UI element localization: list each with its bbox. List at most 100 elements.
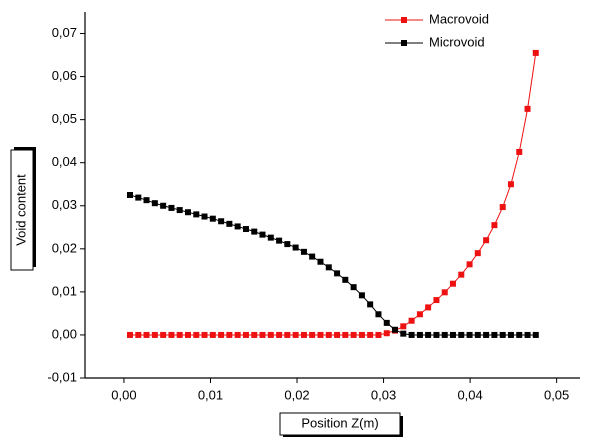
x-tick-label: 0,04 — [457, 387, 482, 402]
legend-label: Microvoid — [429, 34, 485, 49]
marker — [259, 231, 266, 238]
y-tick-label: 0,07 — [52, 25, 77, 40]
marker — [416, 311, 423, 318]
x-tick-label: 0,02 — [284, 387, 309, 402]
marker — [218, 218, 225, 225]
marker — [383, 330, 390, 337]
y-axis-label: Void content — [13, 174, 28, 246]
marker — [383, 319, 390, 326]
y-axis-label-box: Void content — [10, 147, 36, 271]
marker — [499, 204, 506, 211]
marker — [292, 331, 299, 338]
marker — [242, 331, 249, 338]
marker — [234, 223, 241, 230]
marker — [176, 331, 183, 338]
marker — [391, 326, 398, 333]
marker — [507, 331, 514, 338]
marker — [143, 197, 150, 204]
marker — [267, 331, 274, 338]
marker — [284, 241, 291, 248]
marker — [516, 331, 523, 338]
marker — [425, 304, 432, 311]
marker — [532, 49, 539, 56]
marker — [226, 220, 233, 227]
marker — [160, 331, 167, 338]
marker — [334, 331, 341, 338]
marker — [160, 202, 167, 209]
marker — [516, 148, 523, 155]
marker — [276, 237, 283, 244]
marker — [168, 331, 175, 338]
marker — [151, 200, 158, 207]
marker — [367, 331, 374, 338]
marker — [209, 215, 216, 222]
marker — [127, 331, 133, 338]
marker — [251, 331, 258, 338]
marker — [375, 331, 382, 338]
series-line — [129, 194, 536, 336]
series-line — [130, 52, 537, 336]
label-frame — [279, 412, 401, 436]
marker — [325, 331, 332, 338]
marker — [466, 331, 473, 338]
marker — [300, 331, 307, 338]
marker — [127, 192, 133, 198]
marker — [184, 209, 191, 216]
legend-label: Macrovoid — [429, 11, 489, 26]
marker — [375, 311, 382, 318]
marker — [350, 331, 357, 338]
x-tick-label: 0,05 — [544, 387, 569, 402]
marker — [367, 301, 374, 308]
marker — [474, 250, 481, 257]
marker — [292, 244, 299, 251]
x-tick-label: 0,03 — [371, 387, 396, 402]
marker — [483, 237, 490, 244]
x-tick-label: 0,01 — [198, 387, 223, 402]
marker — [317, 331, 324, 338]
marker — [334, 270, 341, 277]
marker — [284, 331, 291, 338]
marker — [433, 331, 440, 338]
marker — [143, 331, 150, 338]
label-frame — [10, 149, 34, 271]
marker — [259, 331, 266, 338]
marker — [342, 276, 349, 283]
marker — [317, 258, 324, 265]
y-tick-label: 0,01 — [52, 283, 77, 298]
marker — [358, 331, 365, 338]
y-tick-label: -0,01 — [47, 369, 77, 384]
marker — [300, 248, 307, 255]
marker — [209, 331, 216, 338]
marker — [441, 331, 448, 338]
marker — [168, 204, 175, 211]
marker — [532, 331, 539, 338]
marker — [507, 181, 514, 188]
marker — [433, 297, 440, 304]
marker — [491, 222, 498, 229]
marker — [449, 331, 456, 338]
marker — [441, 289, 448, 296]
marker — [499, 331, 506, 338]
legend-marker — [401, 40, 407, 46]
y-tick-label: 0,03 — [52, 197, 77, 212]
marker — [135, 331, 142, 338]
marker — [193, 331, 200, 338]
marker — [184, 331, 191, 338]
marker — [425, 331, 432, 338]
marker — [458, 331, 465, 338]
marker — [226, 331, 233, 338]
marker — [218, 331, 225, 338]
marker — [267, 234, 274, 241]
marker — [400, 330, 407, 337]
marker — [474, 331, 481, 338]
marker — [176, 207, 183, 214]
marker — [234, 331, 241, 338]
marker — [251, 228, 258, 235]
marker — [408, 317, 415, 324]
marker — [193, 211, 200, 218]
x-axis-label-box: Position Z(m) — [279, 412, 403, 437]
y-tick-label: 0,02 — [52, 240, 77, 255]
x-axis-label: Position Z(m) — [301, 415, 378, 430]
marker — [449, 280, 456, 287]
